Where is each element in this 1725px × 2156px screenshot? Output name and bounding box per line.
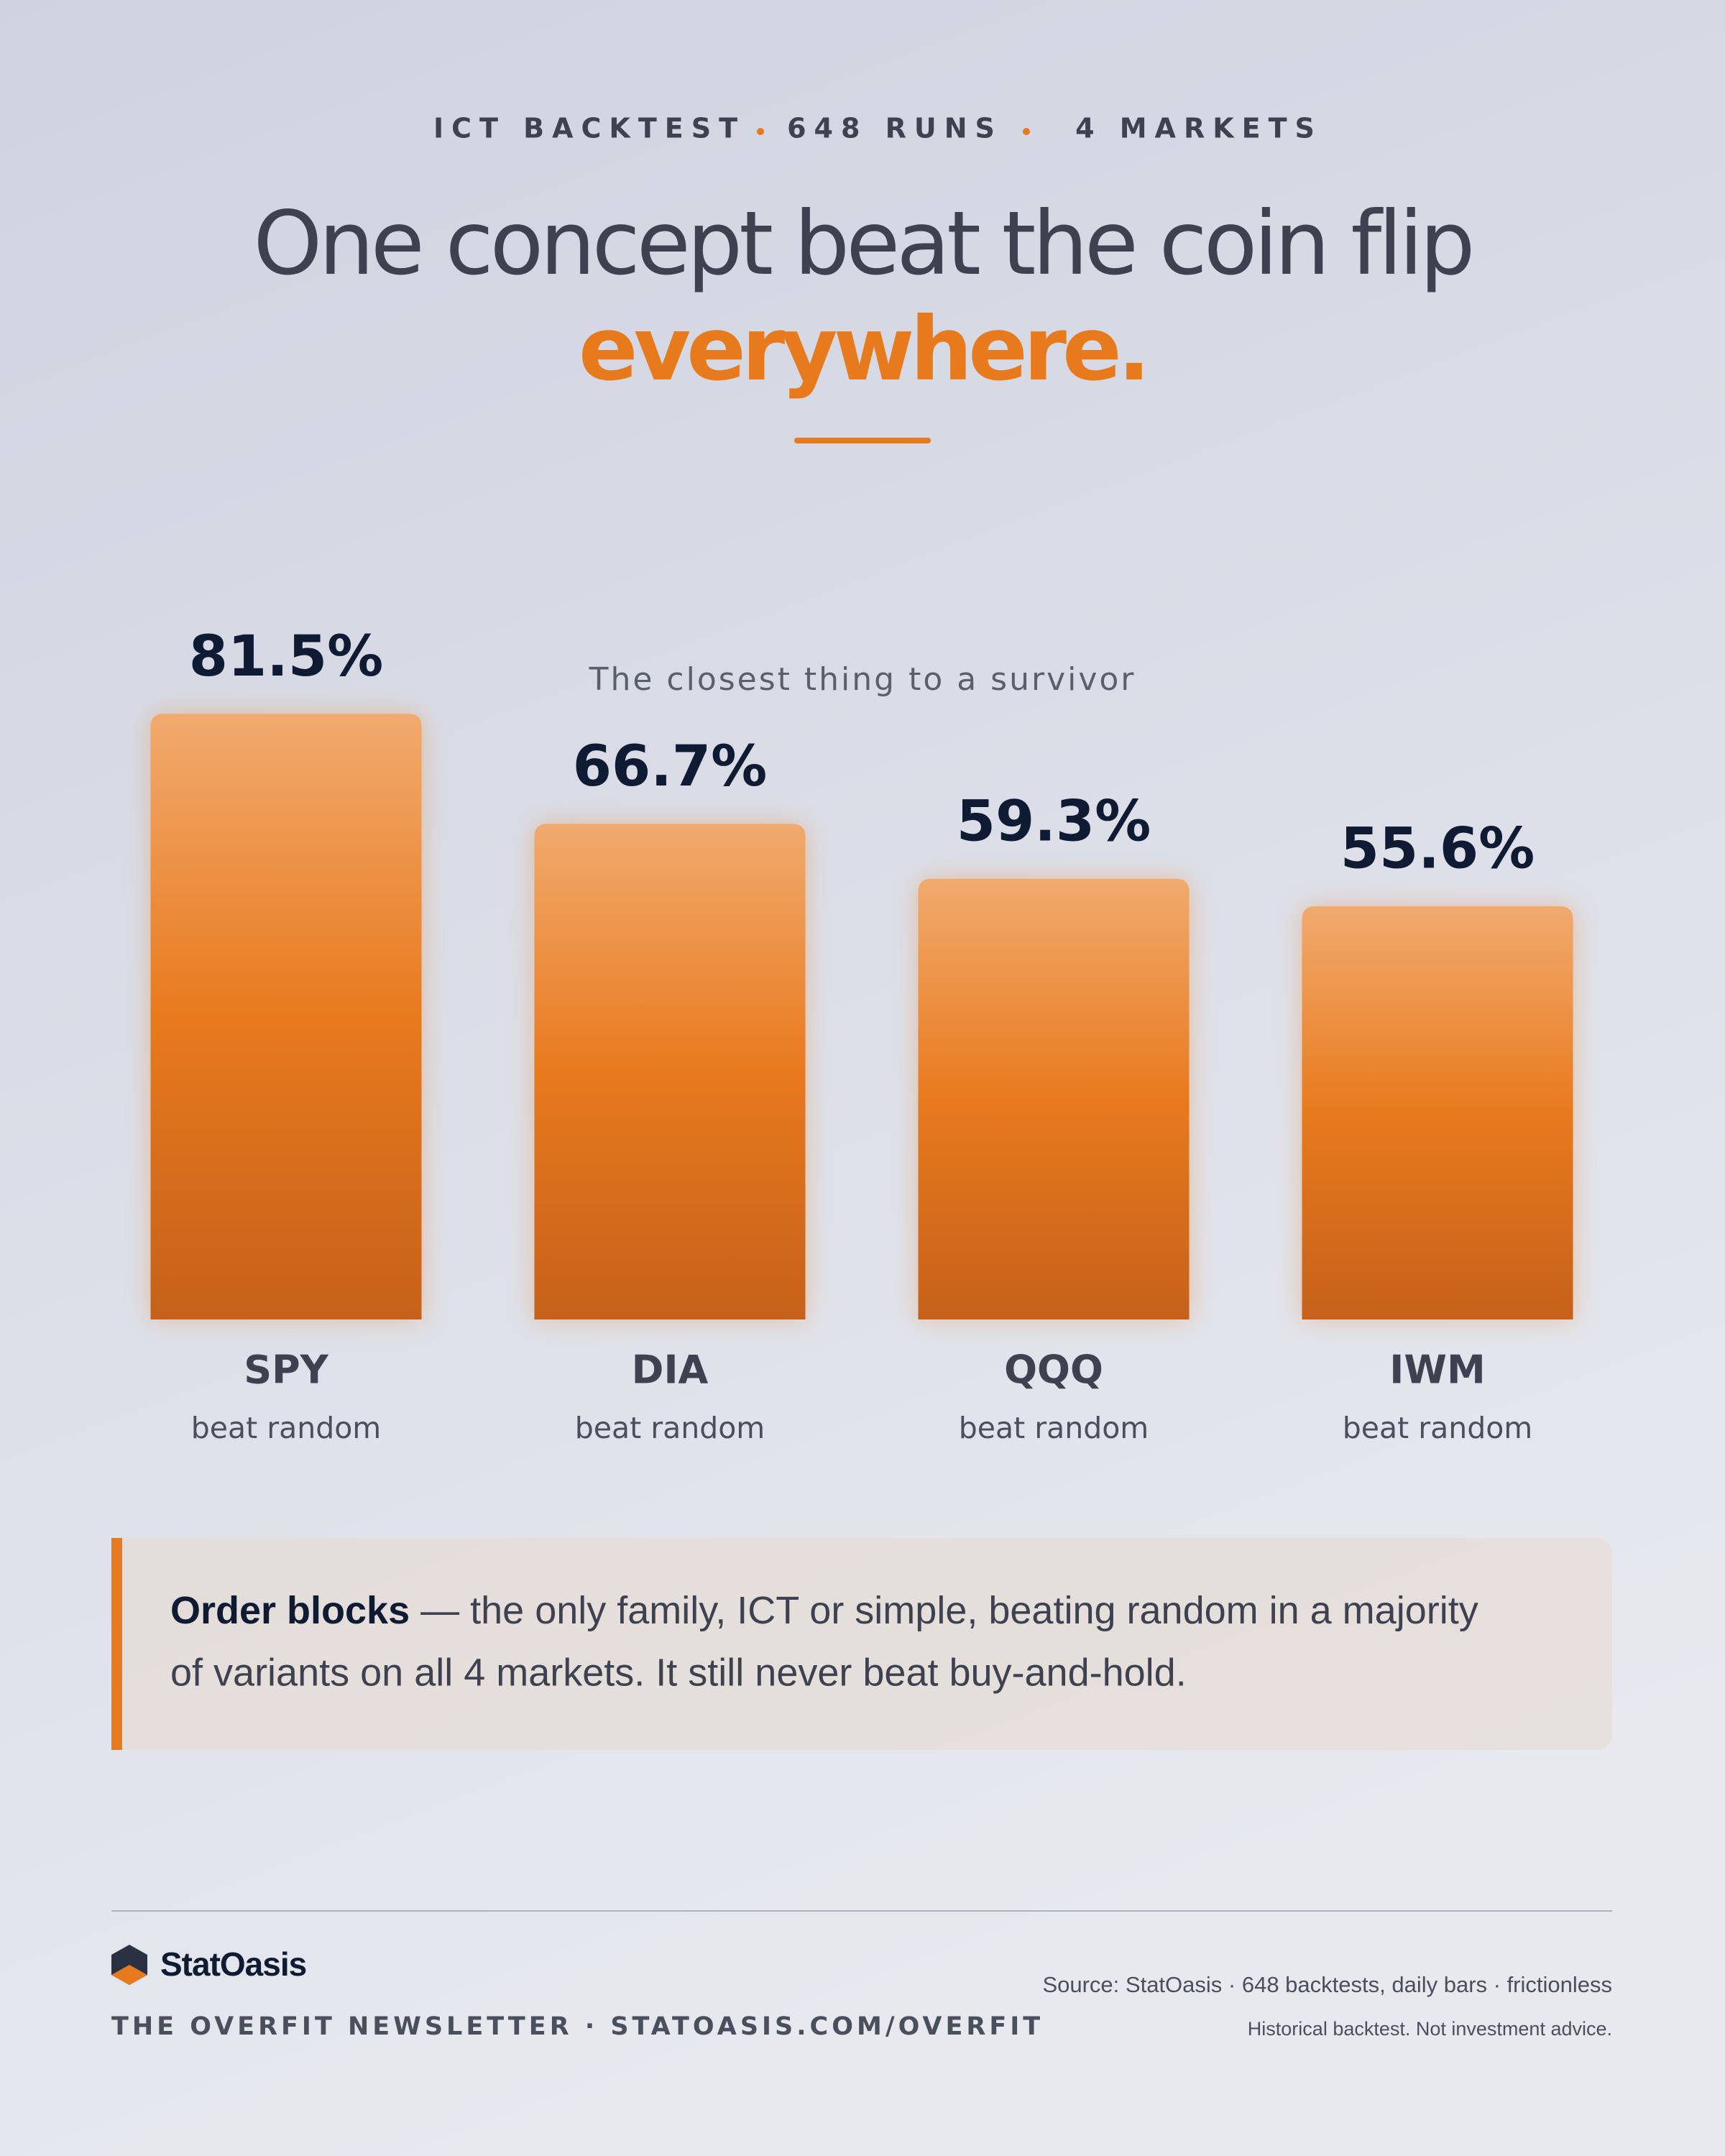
logo-icon-part — [111, 1965, 147, 1985]
kicker-part: 4 MARKETS — [1075, 113, 1322, 144]
value-label: 81.5% — [189, 625, 384, 689]
callout: Order blocks — the only family, ICT or s… — [111, 1538, 1612, 1750]
kicker: ICT BACKTEST 648 RUNS 4 MARKETS — [433, 113, 1322, 144]
value-label: 59.3% — [957, 789, 1151, 854]
bar — [150, 714, 422, 1319]
x-tick-label: QQQ — [1004, 1348, 1103, 1393]
x-tick-label: DIA — [632, 1348, 709, 1393]
source: Source: StatOasis · 648 backtests, daily… — [1042, 1972, 1612, 1997]
logo: StatOasis — [111, 1945, 307, 1985]
callout-box — [111, 1538, 1612, 1750]
disclaimer: Historical backtest. Not investment advi… — [1248, 2018, 1612, 2040]
callout-lead: Order blocks — [170, 1589, 410, 1632]
plot: 81.5% SPY beat random 66.7% DIA beat random 59… — [150, 625, 1573, 1445]
value-label: 55.6% — [1340, 817, 1535, 882]
title-underline — [794, 438, 931, 443]
callout-accent — [111, 1538, 122, 1750]
bar — [918, 878, 1190, 1319]
x-sublabel: beat random — [191, 1411, 382, 1445]
bar — [1302, 906, 1573, 1319]
x-tick-label: SPY — [244, 1348, 328, 1393]
brand: StatOasis — [160, 1945, 306, 1983]
callout-text: — the only family, ICT or simple, beatin… — [410, 1589, 1478, 1632]
x-sublabel: beat random — [959, 1411, 1149, 1445]
callout-line: Order blocks — the only family, ICT or s… — [170, 1589, 1478, 1632]
title-highlight: everywhere. — [579, 298, 1146, 400]
kicker-part: 648 RUNS — [787, 113, 1003, 144]
value-label: 66.7% — [573, 734, 768, 799]
kicker-dot — [757, 128, 764, 135]
x-tick-label: IWM — [1389, 1348, 1485, 1393]
x-sublabel: beat random — [1343, 1411, 1533, 1445]
newsletter: THE OVERFIT NEWSLETTER · STATOASIS.COM/O… — [111, 2012, 1044, 2041]
x-sublabel: beat random — [575, 1411, 765, 1445]
kicker-dot — [1023, 128, 1030, 135]
chart-title: One concept beat the coin flip — [253, 193, 1471, 295]
bar — [534, 824, 806, 1319]
callout-line: of variants on all 4 markets. It still n… — [170, 1651, 1187, 1694]
chart-subtitle: The closest thing to a survivor — [589, 661, 1136, 698]
kicker-part: ICT BACKTEST — [433, 113, 745, 144]
